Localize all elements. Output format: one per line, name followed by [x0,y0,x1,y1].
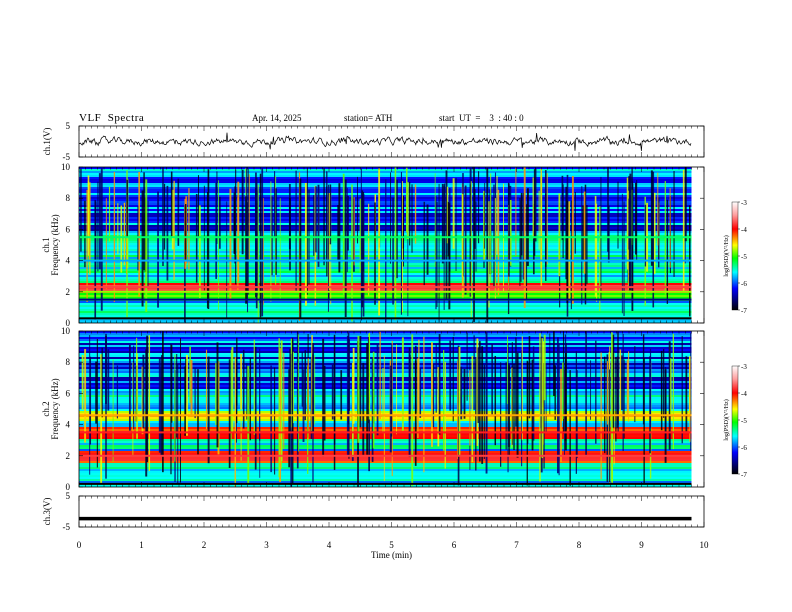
x-axis-label: Time (min) [371,550,412,560]
ch2-spectrogram [79,331,704,487]
ch1-spec-ytick-2: 2 [66,287,71,297]
ch1-colorbar-label: log(PSD)(V²/Hz) [723,235,730,276]
ch1-wave-ytick-5: 5 [66,121,71,131]
ch1-waveform-line [78,132,692,151]
ch2-colorbar-tick--3: -3 [741,363,747,371]
ch1-spec-ytick-10: 10 [61,162,71,172]
xtick-1: 1 [139,540,144,550]
ch1-colorbar [731,201,739,311]
ch2-colorbar [731,365,739,475]
xtick-0: 0 [77,540,82,550]
ch3-wave-ylabel: ch.3(V) [42,498,52,526]
ch1-colorbar-tick--3: -3 [741,199,747,207]
ch1-spec-ytick-4: 4 [66,256,71,266]
xtick-5: 5 [389,540,394,550]
xtick-6: 6 [452,540,457,550]
ch1-wave-ylabel: ch.1(V) [42,128,52,156]
ch2-spec-ytick-8: 8 [66,357,71,367]
xtick-4: 4 [327,540,332,550]
ch2-spec-ytick-2: 2 [66,451,71,461]
ch1-spec-ytick-8: 8 [66,193,71,203]
ch1-spectrogram [79,167,704,323]
date-label: Apr. 14, 2025 [252,113,302,123]
ch2-colorbar-tick--4: -4 [741,390,747,398]
ch1-spec-ytick-0: 0 [66,318,71,328]
chart-title: VLF Spectra [79,112,145,124]
start-time-label: start UT = 3 : 40 : 0 [439,113,524,123]
xtick-9: 9 [639,540,644,550]
ch3-wave-ytick-5: 5 [66,491,71,501]
ch1-spec-ytick-6: 6 [66,224,71,234]
ch3-wave-ytick--5: -5 [63,522,71,532]
ch1-colorbar-tick--4: -4 [741,226,747,234]
ch2-colorbar-tick--5: -5 [741,417,747,425]
ch1-wave-ytick--5: -5 [63,152,71,162]
ch2-colorbar-label: log(PSD)(V²/Hz) [723,399,730,440]
panels [78,132,704,521]
ch2-spec-ytick-10: 10 [61,326,71,336]
xtick-10: 10 [700,540,710,550]
ch2-spec-ylabel: ch.2Frequency (kHz) [41,378,60,439]
ch1-colorbar-tick--5: -5 [741,253,747,261]
ch1-colorbar-tick--6: -6 [741,280,747,288]
xtick-2: 2 [202,540,207,550]
ch2-spec-ytick-6: 6 [66,388,71,398]
xtick-8: 8 [577,540,582,550]
ch2-spec-ytick-4: 4 [66,420,71,430]
ch2-colorbar-tick--7: -7 [741,471,747,479]
xtick-7: 7 [514,540,519,550]
ch2-spec-ytick-0: 0 [66,482,71,492]
station-label: station= ATH [344,113,393,123]
ch2-colorbar-tick--6: -6 [741,444,747,452]
ch1-spec-ylabel: ch.1Frequency (kHz) [41,214,60,275]
xtick-3: 3 [264,540,269,550]
ch1-colorbar-tick--7: -7 [741,307,747,315]
